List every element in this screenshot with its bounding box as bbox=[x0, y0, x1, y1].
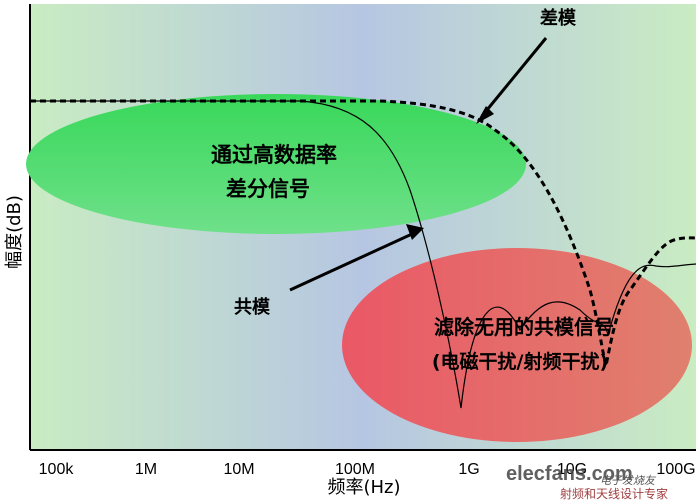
x-tick-label: 100k bbox=[39, 461, 75, 478]
series-common-mode-line bbox=[30, 100, 697, 409]
region-common-label-line1: 滤除无用的共模信号 bbox=[434, 315, 614, 339]
x-tick-label: 100G bbox=[656, 461, 695, 478]
annotation-differential-arrowhead bbox=[476, 106, 494, 124]
region-common-mode-reject bbox=[342, 248, 692, 442]
annotation-differential-label: 差模 bbox=[540, 7, 577, 29]
region-differential-label-line2: 差分信号 bbox=[226, 177, 310, 201]
x-tick-label: 10G bbox=[557, 461, 587, 478]
x-tick-label: 100M bbox=[335, 461, 375, 478]
annotation-common-arrow bbox=[289, 232, 413, 292]
x-tick-label: 1M bbox=[135, 461, 157, 478]
annotation-differential-arrow bbox=[480, 37, 548, 117]
y-axis-title: 幅度(dB) bbox=[4, 195, 25, 269]
watermark-logo: elecfans.com 电子发烧友 射频和天线设计专家 bbox=[506, 463, 668, 501]
watermark-logo-sub: 电子发烧友 bbox=[600, 474, 657, 487]
region-differential-pass bbox=[26, 94, 526, 234]
x-tick-label: 10M bbox=[223, 461, 254, 478]
annotation-common-arrowhead bbox=[406, 224, 424, 240]
region-differential-label-line1: 通过高数据率 bbox=[211, 143, 337, 167]
annotation-common-label: 共模 bbox=[234, 296, 271, 318]
x-axis-title: 频率(Hz) bbox=[327, 477, 400, 498]
x-tick-label: 1G bbox=[458, 461, 479, 478]
series-differential-mode-line bbox=[30, 99, 697, 367]
region-common-label-line2: (电磁干扰/射频干扰) bbox=[432, 350, 608, 373]
watermark-logo-cn: 射频和天线设计专家 bbox=[560, 486, 668, 501]
watermark-logo-text: elecfans.com bbox=[506, 463, 633, 485]
